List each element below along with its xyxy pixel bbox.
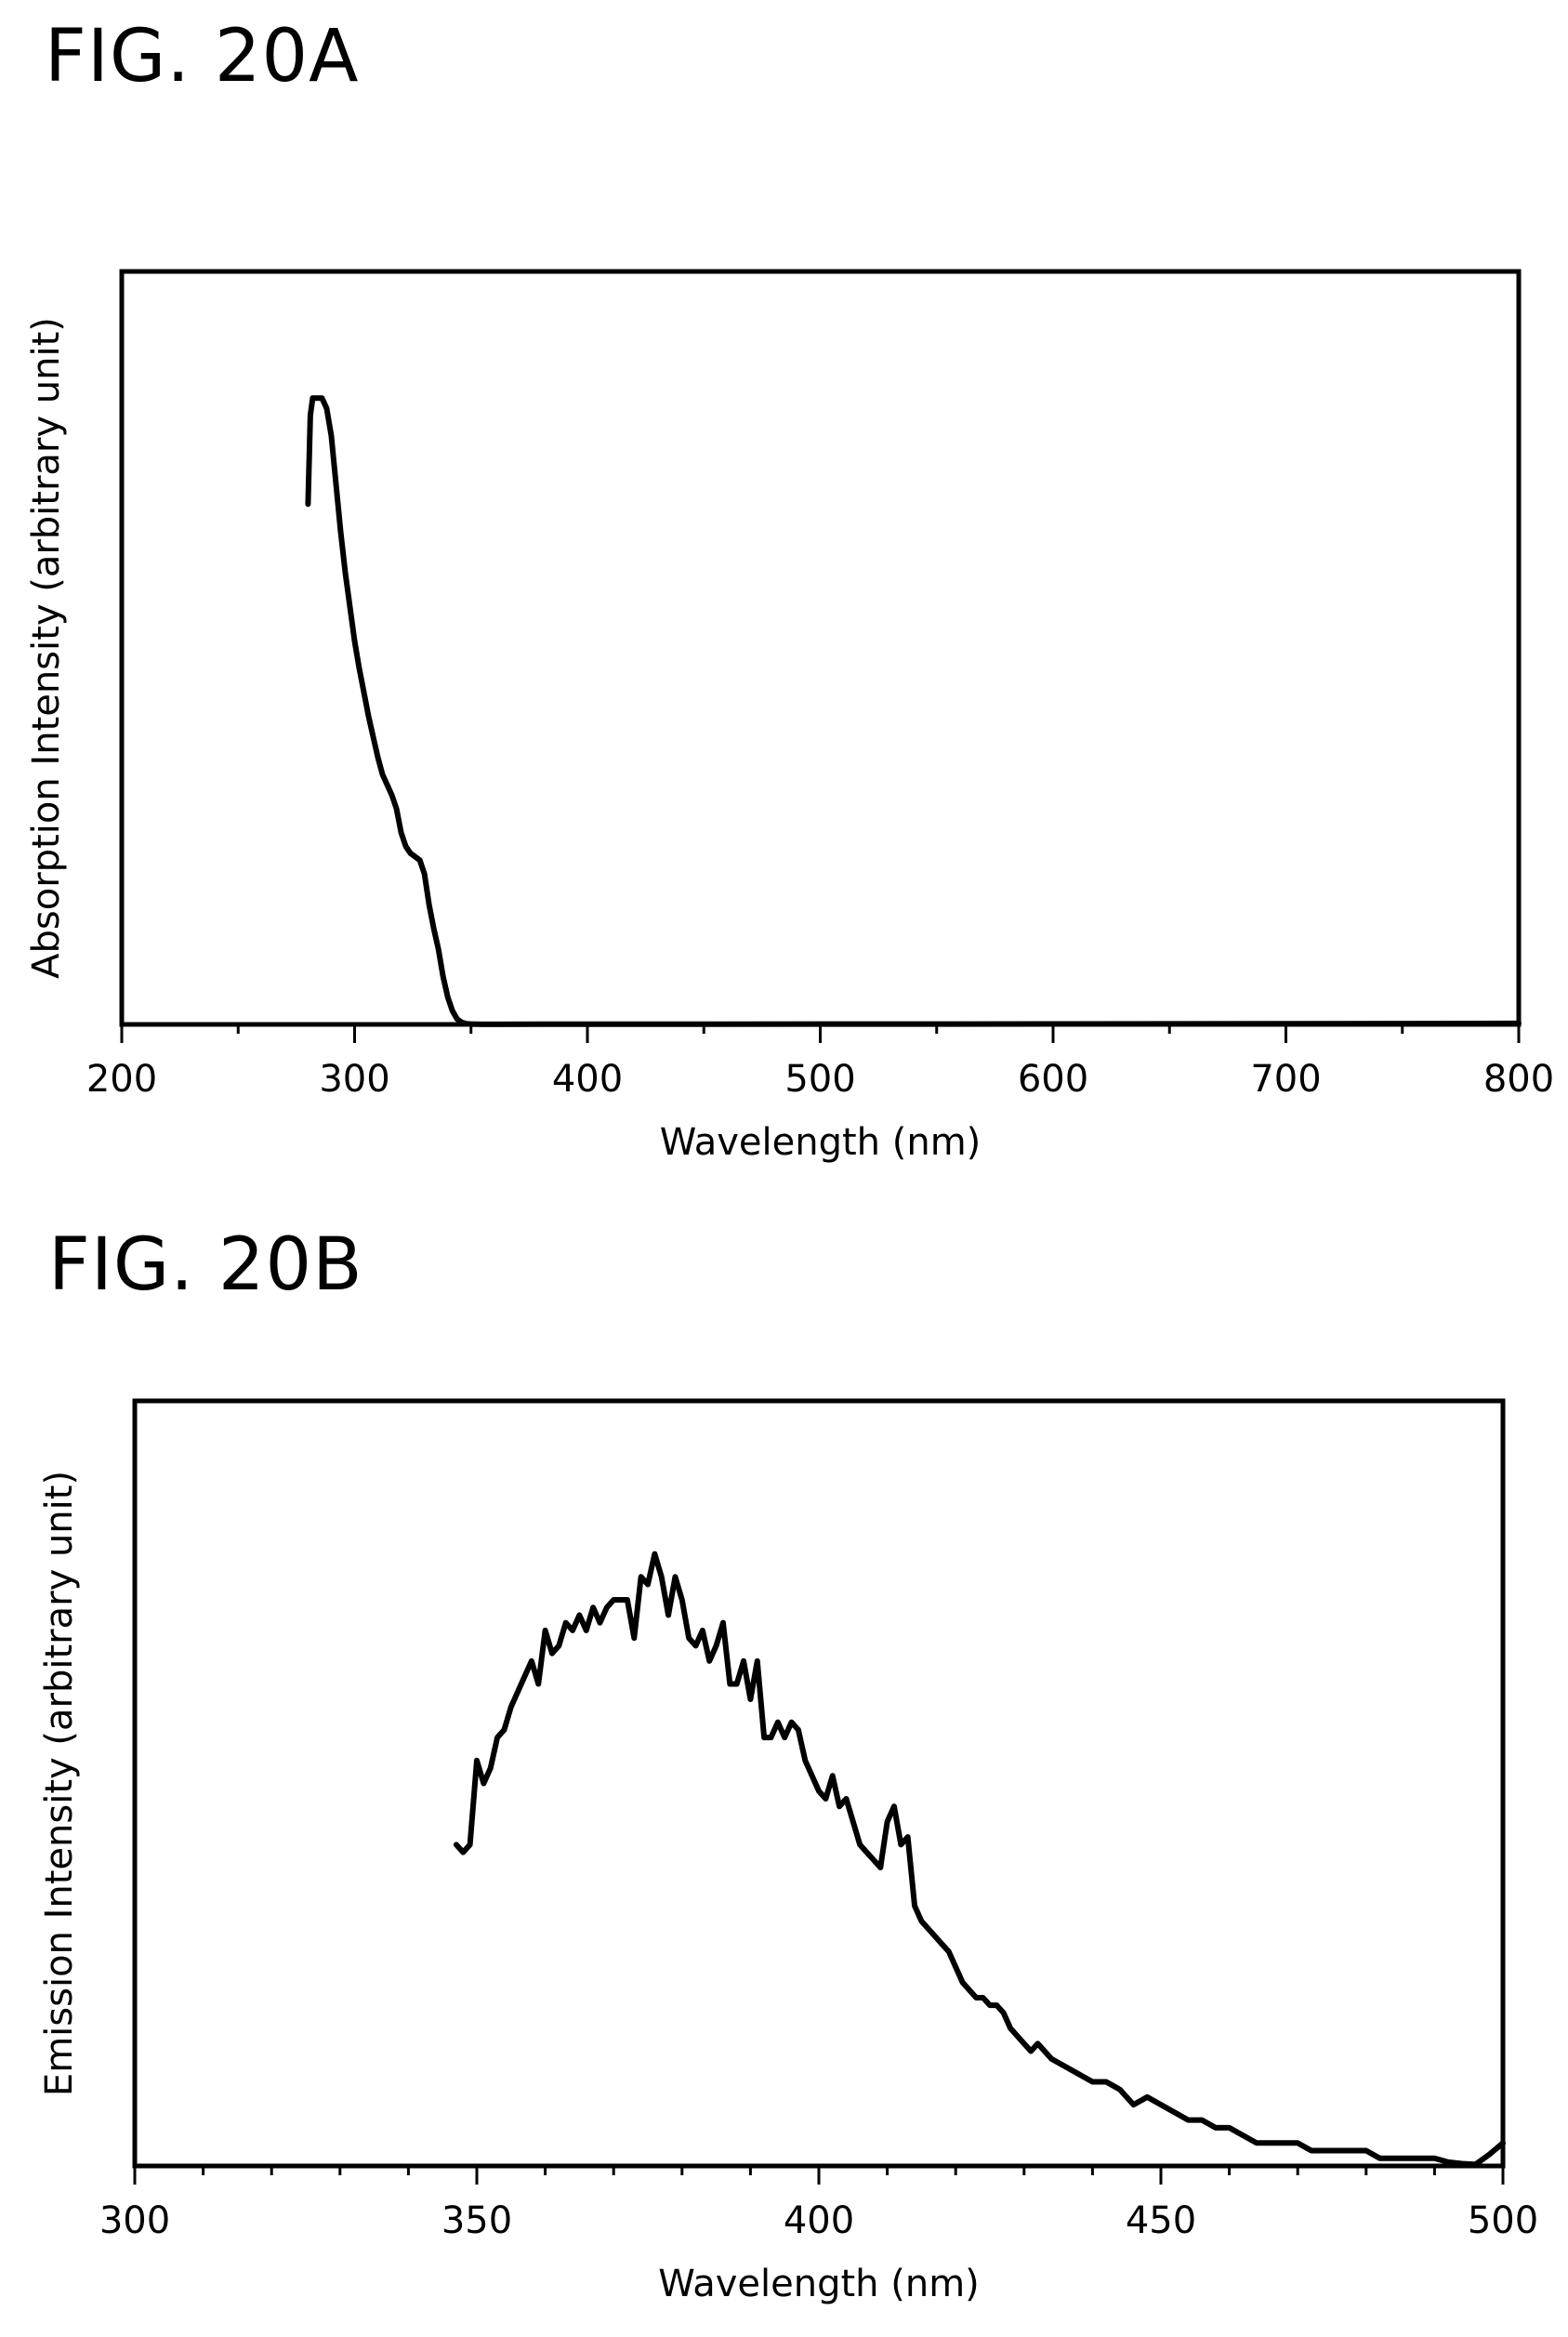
x-tick-label: 400 [552,1058,623,1101]
x-axis-label: Wavelength (nm) [660,1121,982,1164]
x-tick-label: 400 [784,2199,854,2242]
x-tick-label: 300 [99,2199,170,2242]
absorption-chart: 200 300 400 500 600 700 800 Wavelength (nm) Abso… [25,269,1554,1164]
figure-a-label: FIG. 20A [45,15,360,99]
y-axis-label: Absorption Intensity (arbitrary unit) [25,317,68,979]
series-line [453,1551,1506,2168]
x-tick-label: 500 [784,1058,855,1101]
x-tick-label: 800 [1483,1058,1554,1101]
x-tick-label: 700 [1250,1058,1321,1101]
plot-frame [132,1398,1506,2169]
x-axis-label: Wavelength (nm) [658,2263,980,2305]
x-tick-label: 500 [1468,2199,1538,2242]
figure-b-label: FIG. 20B [48,1223,363,1307]
x-tick-label: 350 [441,2199,512,2242]
series-line [305,395,1522,1027]
x-tick-label: 300 [319,1058,389,1101]
x-tick-label: 200 [86,1058,157,1101]
x-tick-label: 450 [1126,2199,1196,2242]
x-tick-label: 600 [1018,1058,1088,1101]
y-axis-label: Emission Intensity (arbitrary unit) [38,1471,81,2096]
